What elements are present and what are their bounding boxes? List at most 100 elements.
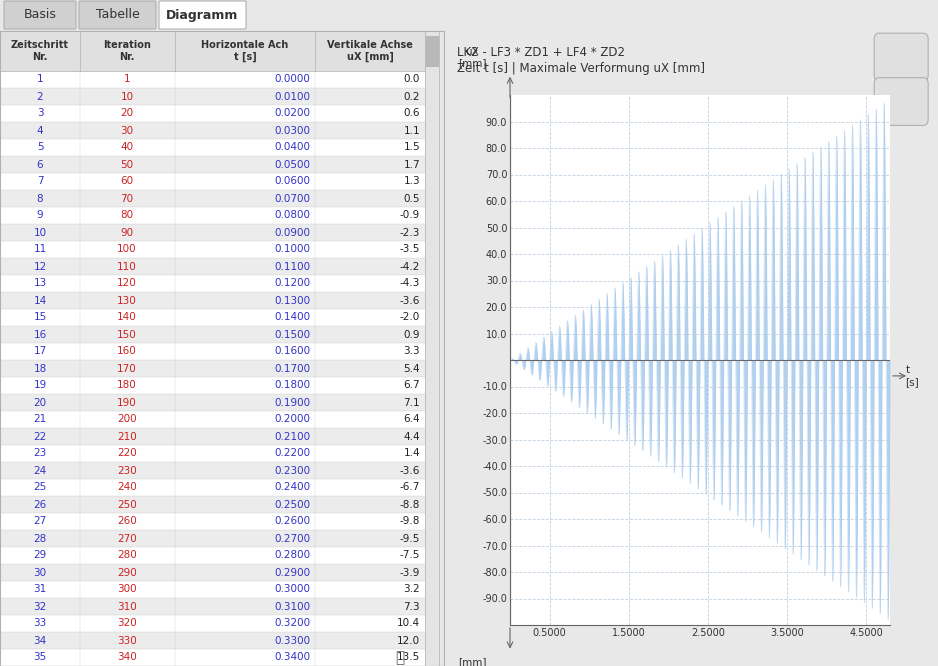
Text: -3.6: -3.6 [400,466,420,476]
Text: 0.0500: 0.0500 [274,159,310,170]
Text: 11: 11 [34,244,47,254]
Text: -6.7: -6.7 [400,482,420,492]
Text: 70: 70 [120,194,133,204]
Bar [0,615,425,632]
Bar [0,275,425,292]
Text: 35: 35 [34,653,47,663]
Bar [0,224,425,241]
Text: Basis: Basis [23,9,56,21]
Text: 30: 30 [34,567,47,577]
Text: 0.2: 0.2 [403,91,420,101]
Bar [0,377,425,394]
Text: 28: 28 [34,533,47,543]
Bar [0,564,425,581]
Bar [0,598,425,615]
Text: 3.2: 3.2 [403,585,420,595]
Text: 15: 15 [34,312,47,322]
Text: 300: 300 [117,585,137,595]
Text: [mm]: [mm] [458,657,486,666]
Text: 220: 220 [117,448,137,458]
Bar [0,105,425,122]
Text: 13: 13 [34,278,47,288]
Bar [0,139,425,156]
Text: 19: 19 [34,380,47,390]
Text: Zeit t [s] | Maximale Verformung uX [mm]: Zeit t [s] | Maximale Verformung uX [mm] [457,62,704,75]
Text: 0.3300: 0.3300 [274,635,310,645]
Text: 1.5: 1.5 [403,143,420,153]
Text: 20: 20 [120,109,133,119]
Bar [0,71,425,88]
Text: 0.2900: 0.2900 [274,567,310,577]
Text: 340: 340 [117,653,137,663]
Text: 30: 30 [120,125,133,135]
Text: 23: 23 [34,448,47,458]
Text: 0.1900: 0.1900 [274,398,310,408]
Bar [0,513,425,530]
Text: 32: 32 [34,601,47,611]
Text: 5.4: 5.4 [403,364,420,374]
Text: 0.2700: 0.2700 [274,533,310,543]
Text: 0.3400: 0.3400 [274,653,310,663]
Text: 10.4: 10.4 [397,619,420,629]
Text: 31: 31 [34,585,47,595]
Bar [0,326,425,343]
Text: 33: 33 [34,619,47,629]
Text: -8.8: -8.8 [400,500,420,509]
Text: Vertikale Achse
uX [mm]: Vertikale Achse uX [mm] [327,40,413,63]
Text: 1.4: 1.4 [403,448,420,458]
Bar [0,122,425,139]
Text: 240: 240 [117,482,137,492]
Text: 29: 29 [34,551,47,561]
Text: 230: 230 [117,466,137,476]
Text: 0.3100: 0.3100 [274,601,310,611]
Text: 1.1: 1.1 [403,125,420,135]
Text: 0.0900: 0.0900 [274,228,310,238]
Text: 12: 12 [34,262,47,272]
Bar [0,88,425,105]
Text: 6.7: 6.7 [403,380,420,390]
Text: -3.5: -3.5 [400,244,420,254]
Bar [0,496,425,513]
Text: 170: 170 [117,364,137,374]
Bar [0,156,425,173]
Bar [0,292,425,309]
Text: 0.2600: 0.2600 [274,517,310,527]
Text: LK2 - LF3 * ZD1 + LF4 * ZD2: LK2 - LF3 * ZD1 + LF4 * ZD2 [457,46,625,59]
Text: 26: 26 [34,500,47,509]
Text: 140: 140 [117,312,137,322]
Text: 6.4: 6.4 [403,414,420,424]
Text: -7.5: -7.5 [400,551,420,561]
Text: 0.1500: 0.1500 [274,330,310,340]
Text: 💾: 💾 [396,651,404,665]
Text: t
[s]: t [s] [905,365,919,387]
Text: 0.1400: 0.1400 [274,312,310,322]
Text: 0.0000: 0.0000 [274,75,310,85]
Text: 0.1000: 0.1000 [274,244,310,254]
Text: 25: 25 [34,482,47,492]
Text: 40: 40 [120,143,133,153]
Text: 100: 100 [117,244,137,254]
Text: 3: 3 [37,109,43,119]
Text: 0.5: 0.5 [403,194,420,204]
Text: 0.2500: 0.2500 [274,500,310,509]
Text: 290: 290 [117,567,137,577]
Text: 1.3: 1.3 [403,176,420,186]
Text: 0.1600: 0.1600 [274,346,310,356]
Bar [0,309,425,326]
Text: 160: 160 [117,346,137,356]
Text: -9.5: -9.5 [400,533,420,543]
Bar [0,360,425,377]
Text: 0.0200: 0.0200 [274,109,310,119]
Text: 320: 320 [117,619,137,629]
Text: 0.2800: 0.2800 [274,551,310,561]
Text: 0.2000: 0.2000 [274,414,310,424]
Text: Tabelle: Tabelle [96,9,140,21]
Text: uX
[mm]: uX [mm] [458,47,486,69]
Bar [0,343,425,360]
Text: 0.0400: 0.0400 [274,143,310,153]
Text: 1.7: 1.7 [403,159,420,170]
Text: 7.3: 7.3 [403,601,420,611]
Text: 0.3200: 0.3200 [274,619,310,629]
Bar [0,632,425,649]
Text: 0.0100: 0.0100 [274,91,310,101]
